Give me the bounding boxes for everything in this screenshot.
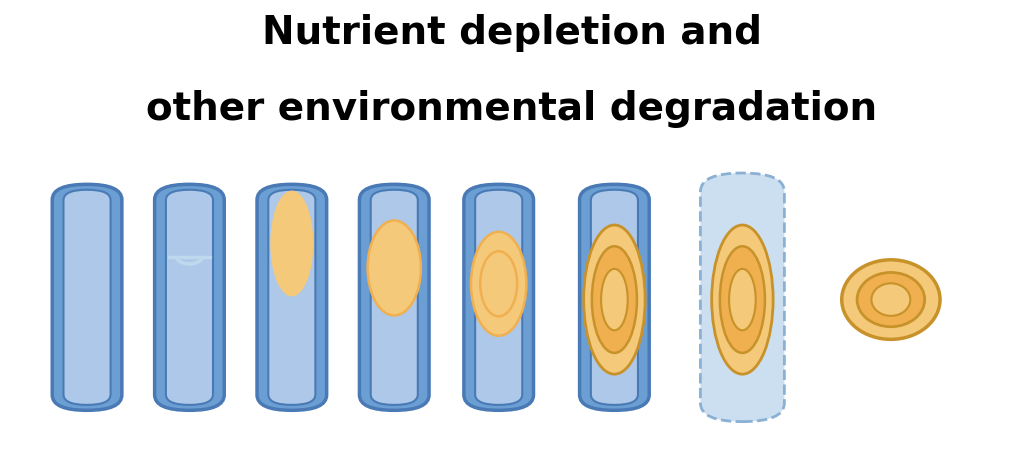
Ellipse shape: [712, 226, 773, 374]
FancyBboxPatch shape: [580, 185, 649, 410]
FancyBboxPatch shape: [155, 185, 224, 410]
FancyBboxPatch shape: [268, 190, 315, 405]
FancyBboxPatch shape: [257, 185, 327, 410]
FancyBboxPatch shape: [166, 190, 213, 405]
Ellipse shape: [871, 284, 910, 316]
FancyBboxPatch shape: [464, 185, 534, 410]
FancyBboxPatch shape: [475, 190, 522, 405]
Ellipse shape: [720, 247, 765, 353]
Ellipse shape: [842, 260, 940, 340]
Ellipse shape: [471, 232, 526, 336]
FancyBboxPatch shape: [359, 185, 429, 410]
FancyBboxPatch shape: [700, 174, 784, 422]
Ellipse shape: [857, 273, 925, 327]
Text: other environmental degradation: other environmental degradation: [146, 90, 878, 128]
Ellipse shape: [270, 191, 313, 297]
FancyBboxPatch shape: [371, 190, 418, 405]
Ellipse shape: [592, 247, 637, 353]
Text: Nutrient depletion and: Nutrient depletion and: [262, 14, 762, 51]
FancyBboxPatch shape: [63, 190, 111, 405]
Ellipse shape: [601, 269, 628, 331]
Ellipse shape: [368, 221, 421, 316]
Ellipse shape: [729, 269, 756, 331]
FancyBboxPatch shape: [591, 190, 638, 405]
Ellipse shape: [584, 226, 645, 374]
FancyBboxPatch shape: [52, 185, 122, 410]
Ellipse shape: [480, 252, 517, 317]
